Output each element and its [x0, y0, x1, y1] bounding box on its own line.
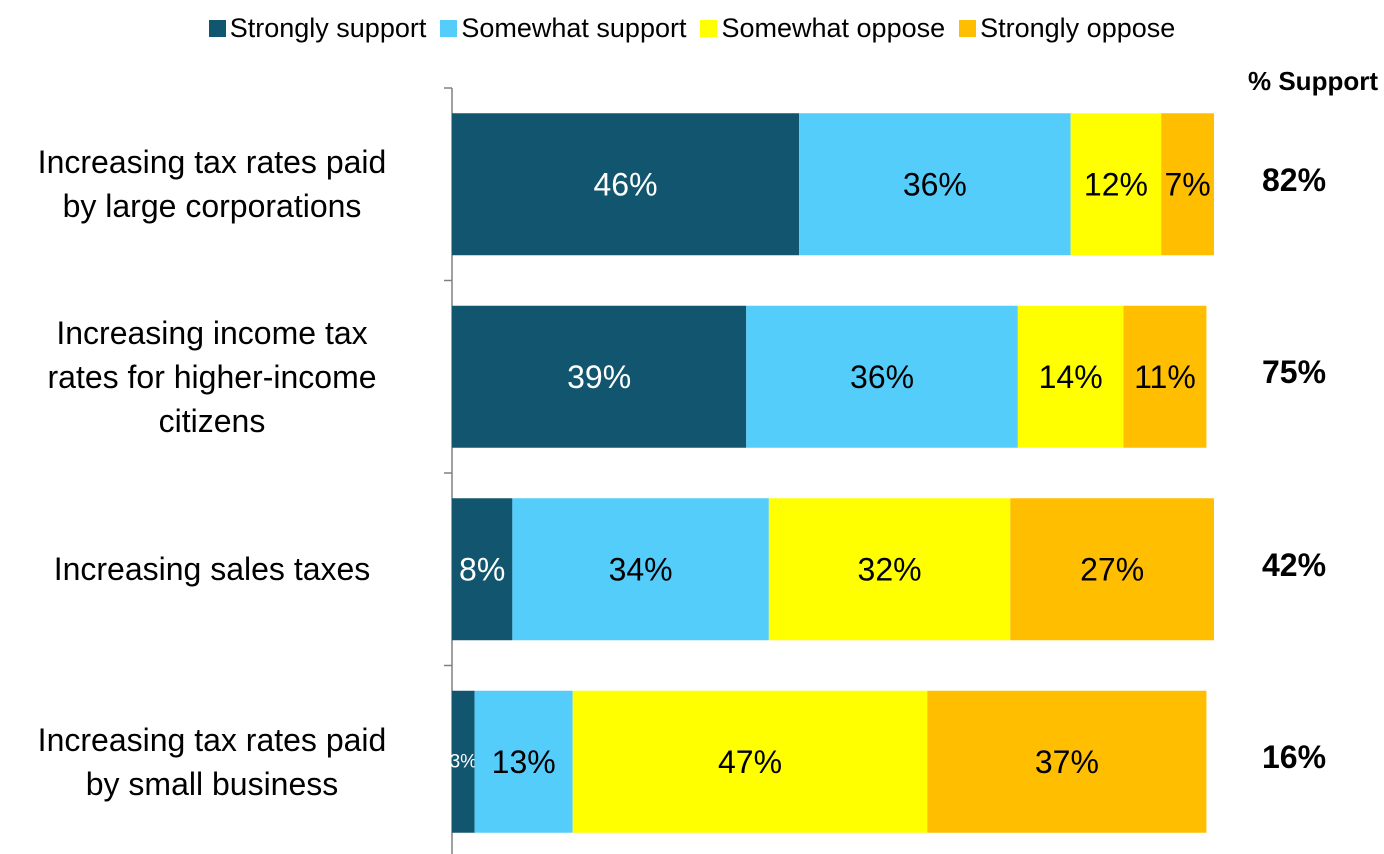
bar-data-label: 46%: [594, 166, 658, 202]
bar-segment: [572, 690, 928, 833]
legend-item-strongly-support: Strongly support: [208, 12, 427, 44]
bar-segment: [1070, 113, 1162, 256]
bar-data-label: 11%: [1134, 359, 1196, 395]
category-label-line: Increasing tax rates paid: [37, 721, 387, 758]
category-label-line: by large corporations: [62, 188, 362, 225]
bar-data-label: 47%: [718, 744, 782, 780]
bar-data-label: 34%: [609, 551, 673, 587]
bar-segment: [1017, 305, 1124, 448]
bar-segment: [1123, 305, 1207, 448]
bar-data-label: 14%: [1039, 359, 1103, 395]
category-label-higher-income: Increasing income tax rates for higher-i…: [0, 311, 424, 443]
bar-data-label: 39%: [567, 359, 631, 395]
bar-segment: [1010, 498, 1214, 641]
bar-data-label: 36%: [903, 166, 967, 202]
category-label-line: Increasing income tax: [56, 314, 368, 351]
category-label-large-corporations: Increasing tax rates paid by large corpo…: [0, 140, 424, 228]
legend-item-somewhat-oppose: Somewhat oppose: [700, 13, 945, 44]
bar-data-label: 32%: [858, 551, 922, 587]
bar-segment: [452, 113, 800, 256]
support-value-large-corporations: 82%: [1261, 161, 1327, 198]
bar-segment: [746, 305, 1018, 448]
legend-label-strongly-support: Strongly support: [229, 12, 427, 43]
support-value-higher-income: 75%: [1261, 354, 1327, 391]
legend-swatch-somewhat-support: [440, 19, 458, 37]
bar-segment: [768, 498, 1011, 641]
bar-data-label: 3%: [450, 751, 478, 772]
legend-swatch-strongly-support: [208, 19, 226, 37]
bar-segment: [512, 498, 769, 641]
bar-segment: [452, 498, 513, 641]
category-label-line: Increasing sales taxes: [53, 551, 371, 588]
bar-segment: [927, 690, 1207, 833]
bar-data-label: 27%: [1080, 551, 1144, 587]
category-label-line: citizens: [158, 402, 266, 439]
legend-label-somewhat-support: Somewhat support: [461, 12, 687, 43]
legend-swatch-somewhat-oppose: [700, 19, 718, 37]
category-label-line: Increasing tax rates paid: [37, 144, 387, 181]
bar-segment: [799, 113, 1071, 256]
bar-data-label: 7%: [1164, 166, 1210, 202]
support-value-small-business: 16%: [1261, 739, 1327, 776]
support-value-sales-taxes: 42%: [1261, 546, 1327, 583]
category-label-sales-taxes: Increasing sales taxes: [0, 547, 424, 591]
bar-data-label: 36%: [850, 359, 914, 395]
bar-segment: [474, 690, 573, 833]
legend-swatch-strongly-oppose: [959, 19, 977, 37]
bar-data-label: 13%: [492, 744, 556, 780]
bar-segment: [452, 305, 747, 448]
legend-item-somewhat-support: Somewhat support: [440, 13, 686, 44]
bar-data-label: 37%: [1035, 744, 1099, 780]
bar-data-label: 12%: [1084, 166, 1148, 202]
category-label-small-business: Increasing tax rates paid by small busin…: [0, 718, 424, 806]
bar-data-label: 8%: [459, 551, 505, 587]
category-label-line: by small business: [85, 765, 339, 802]
support-header: % Support: [1248, 66, 1378, 96]
legend-label-somewhat-oppose: Somewhat oppose: [721, 12, 946, 43]
category-label-line: rates for higher-income: [47, 358, 377, 395]
bar-segment: [1161, 113, 1214, 256]
legend-label-strongly-oppose: Strongly oppose: [980, 12, 1176, 43]
legend-item-strongly-oppose: Strongly oppose: [959, 13, 1175, 44]
bar-segment: [452, 690, 475, 833]
legend: Strongly support Somewhat support Somewh…: [0, 8, 1384, 48]
